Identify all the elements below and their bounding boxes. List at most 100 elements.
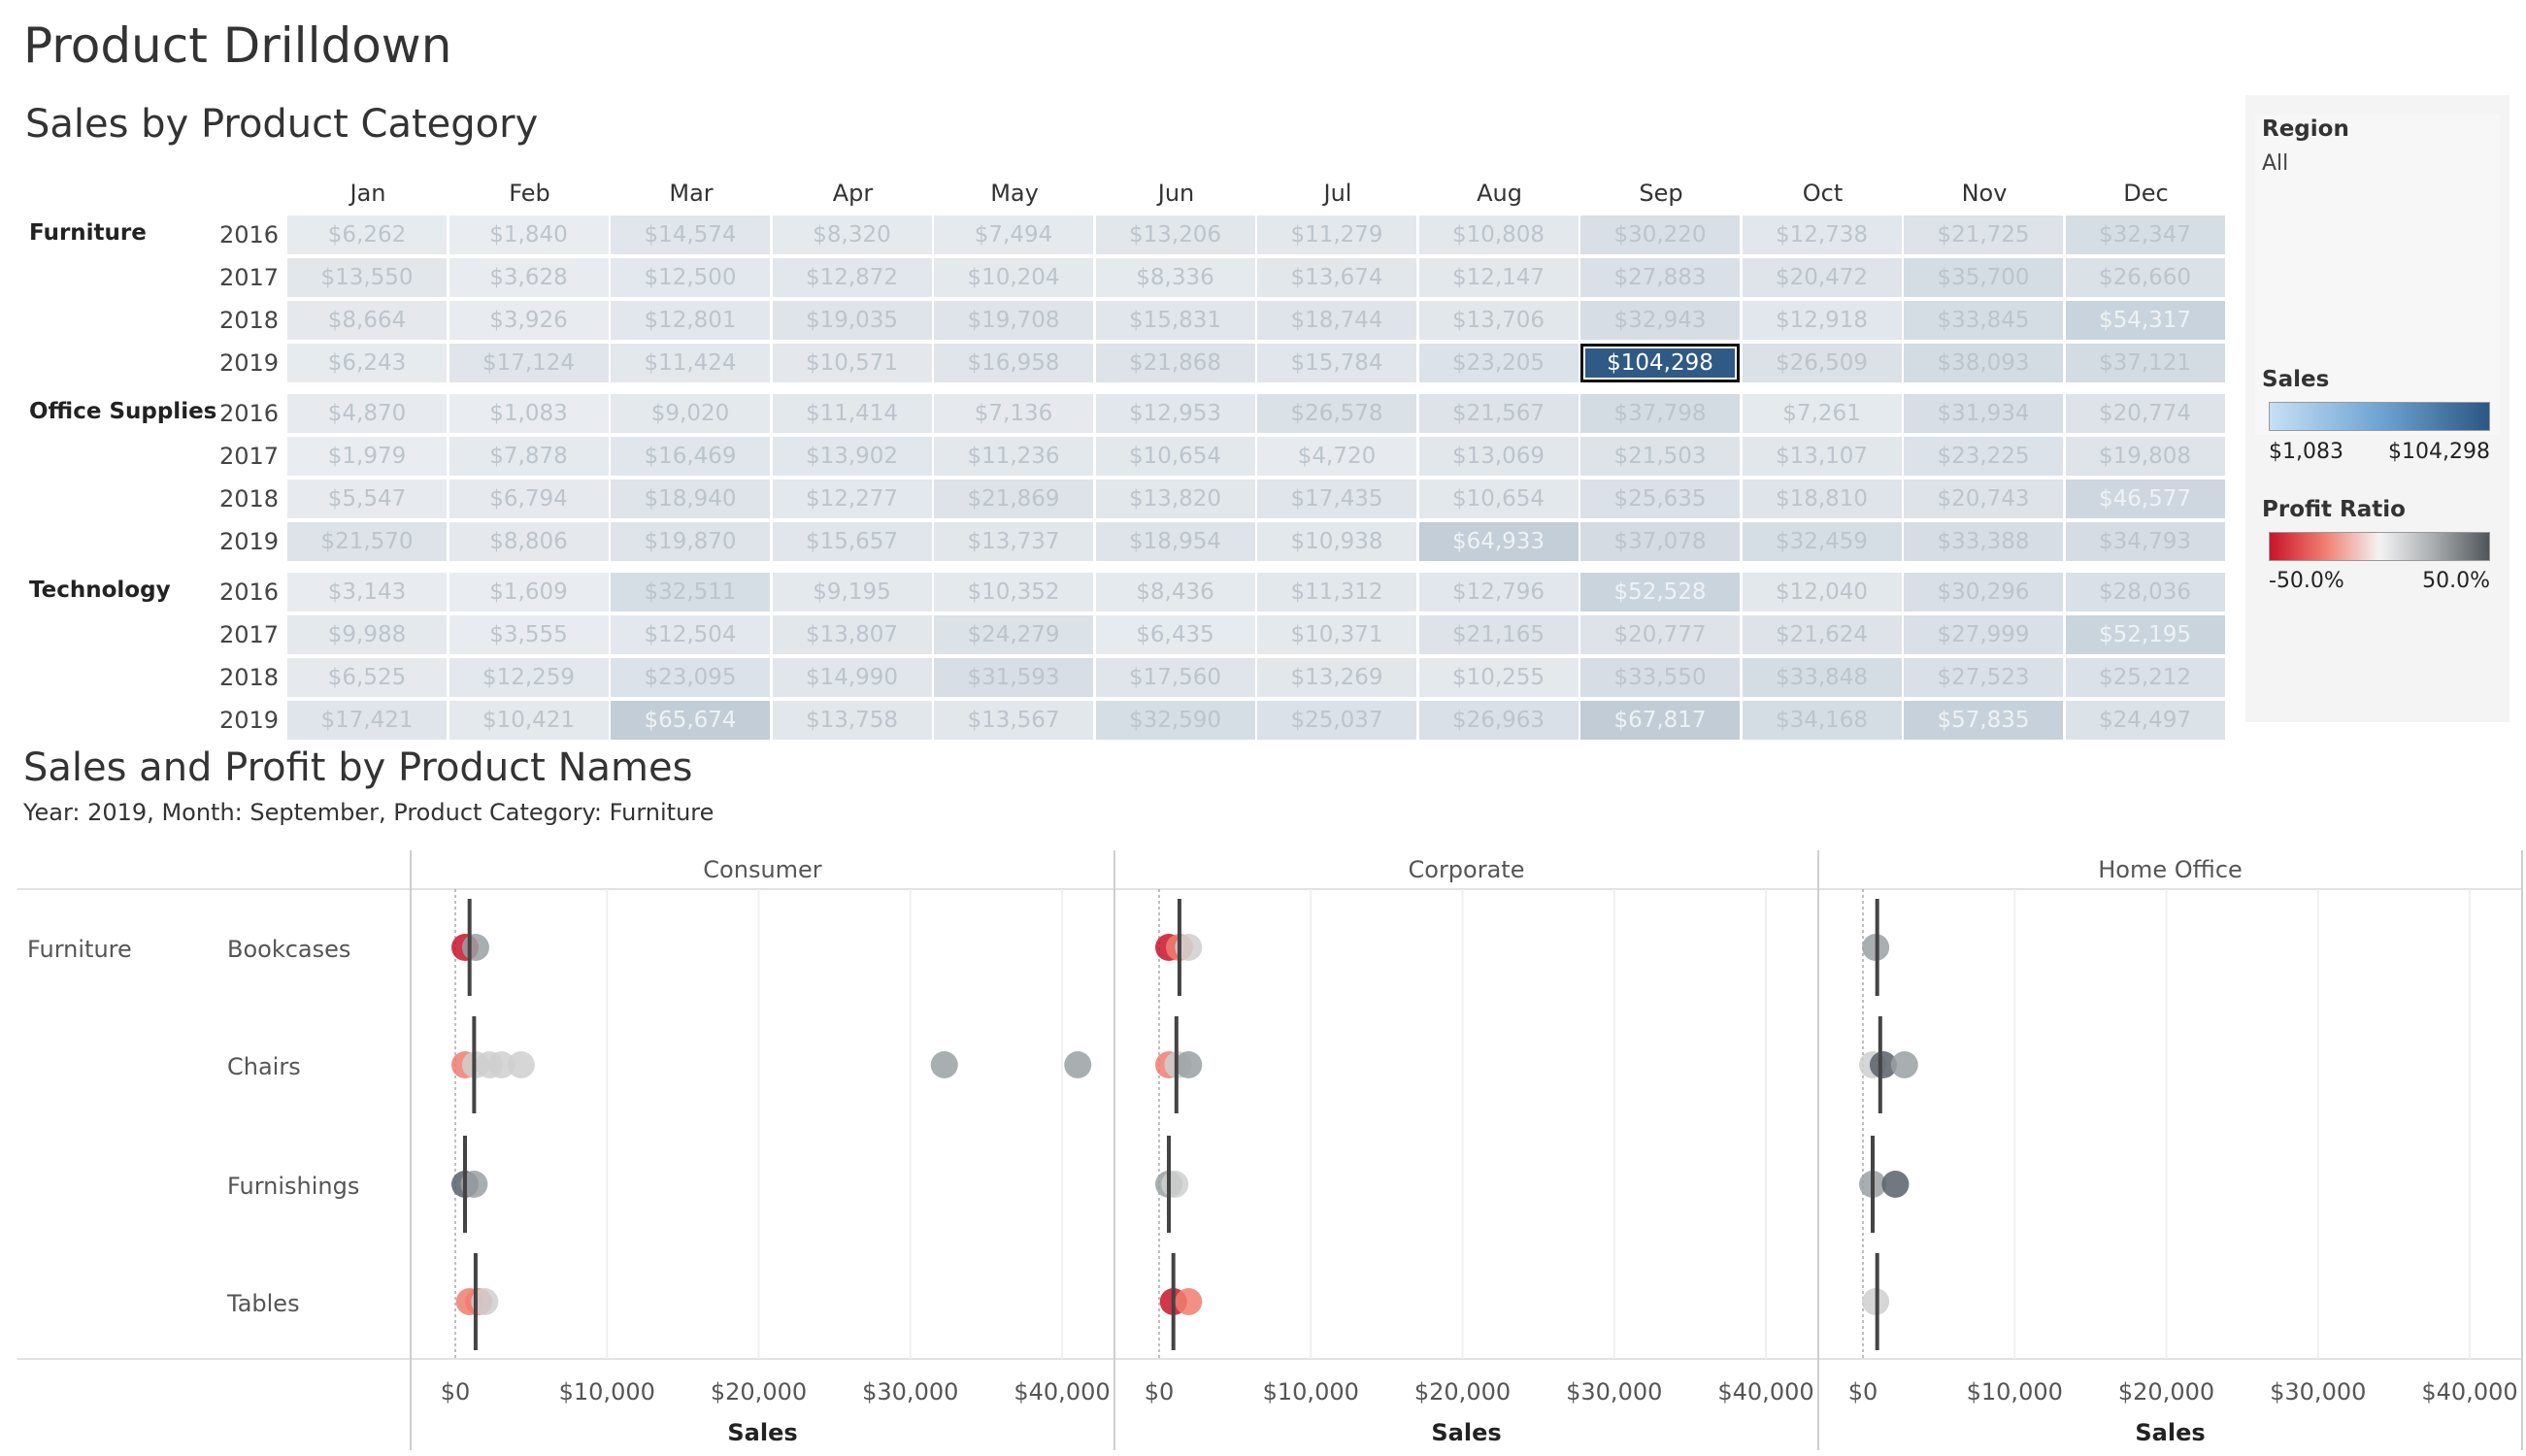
heatmap-cell[interactable]: $19,035 bbox=[772, 301, 932, 340]
heatmap-cell[interactable]: $8,320 bbox=[772, 215, 932, 254]
heatmap-cell[interactable]: $64,933 bbox=[1418, 522, 1579, 561]
heatmap-cell[interactable]: $28,036 bbox=[2065, 573, 2225, 612]
heatmap-cell[interactable]: $10,571 bbox=[772, 344, 932, 382]
heatmap-cell[interactable]: $104,298 bbox=[1580, 344, 1740, 382]
heatmap-cell[interactable]: $4,720 bbox=[1257, 437, 1416, 476]
heatmap-cell[interactable]: $9,020 bbox=[611, 394, 770, 433]
heatmap-cell[interactable]: $52,195 bbox=[2065, 615, 2225, 654]
heatmap-cell[interactable]: $24,279 bbox=[934, 615, 1093, 654]
heatmap-cell[interactable]: $11,414 bbox=[772, 394, 932, 433]
heatmap-cell[interactable]: $1,840 bbox=[449, 215, 609, 254]
heatmap-cell[interactable]: $12,147 bbox=[1418, 258, 1579, 297]
heatmap-cell[interactable]: $6,435 bbox=[1095, 615, 1255, 654]
heatmap-cell[interactable]: $5,547 bbox=[287, 480, 447, 518]
heatmap-cell[interactable]: $15,657 bbox=[772, 522, 932, 561]
heatmap-cell[interactable]: $8,336 bbox=[1095, 258, 1255, 297]
heatmap-cell[interactable]: $13,269 bbox=[1257, 658, 1416, 697]
heatmap-cell[interactable]: $12,040 bbox=[1742, 573, 1902, 612]
heatmap-cell[interactable]: $21,165 bbox=[1418, 615, 1579, 654]
heatmap-cell[interactable]: $13,567 bbox=[934, 701, 1093, 740]
heatmap-cell[interactable]: $33,388 bbox=[1904, 522, 2063, 561]
heatmap-cell[interactable]: $37,121 bbox=[2065, 344, 2225, 382]
heatmap-cell[interactable]: $17,124 bbox=[449, 344, 609, 382]
heatmap-cell[interactable]: $33,845 bbox=[1904, 301, 2063, 340]
heatmap-cell[interactable]: $13,206 bbox=[1095, 215, 1255, 254]
heatmap-cell[interactable]: $9,195 bbox=[772, 573, 932, 612]
heatmap-cell[interactable]: $32,943 bbox=[1580, 301, 1740, 340]
heatmap-cell[interactable]: $13,820 bbox=[1095, 480, 1255, 518]
heatmap-cell[interactable]: $11,236 bbox=[934, 437, 1093, 476]
heatmap-cell[interactable]: $52,528 bbox=[1580, 573, 1740, 612]
heatmap-cell[interactable]: $10,255 bbox=[1418, 658, 1579, 697]
heatmap-cell[interactable]: $6,262 bbox=[287, 215, 447, 254]
heatmap-cell[interactable]: $20,774 bbox=[2065, 394, 2225, 433]
heatmap-cell[interactable]: $25,037 bbox=[1257, 701, 1416, 740]
heatmap-cell[interactable]: $11,279 bbox=[1257, 215, 1416, 254]
heatmap-cell[interactable]: $10,352 bbox=[934, 573, 1093, 612]
heatmap-cell[interactable]: $10,421 bbox=[449, 701, 609, 740]
heatmap-cell[interactable]: $54,317 bbox=[2065, 301, 2225, 340]
heatmap-cell[interactable]: $65,674 bbox=[611, 701, 770, 740]
heatmap-cell[interactable]: $12,801 bbox=[611, 301, 770, 340]
heatmap-cell[interactable]: $21,868 bbox=[1095, 344, 1255, 382]
heatmap-cell[interactable]: $10,654 bbox=[1418, 480, 1579, 518]
heatmap-cell[interactable]: $34,793 bbox=[2065, 522, 2225, 561]
heatmap-cell[interactable]: $16,958 bbox=[934, 344, 1093, 382]
heatmap-cell[interactable]: $12,500 bbox=[611, 258, 770, 297]
heatmap-cell[interactable]: $18,940 bbox=[611, 480, 770, 518]
heatmap-cell[interactable]: $13,807 bbox=[772, 615, 932, 654]
heatmap-cell[interactable]: $31,593 bbox=[934, 658, 1093, 697]
heatmap-cell[interactable]: $1,979 bbox=[287, 437, 447, 476]
heatmap-cell[interactable]: $12,277 bbox=[772, 480, 932, 518]
heatmap-cell[interactable]: $3,555 bbox=[449, 615, 609, 654]
heatmap-cell[interactable]: $21,503 bbox=[1580, 437, 1740, 476]
heatmap-cell[interactable]: $10,654 bbox=[1095, 437, 1255, 476]
region-filter[interactable] bbox=[2255, 115, 2500, 435]
heatmap-cell[interactable]: $12,872 bbox=[772, 258, 932, 297]
heatmap-cell[interactable]: $1,609 bbox=[449, 573, 609, 612]
heatmap-cell[interactable]: $14,990 bbox=[772, 658, 932, 697]
heatmap-cell[interactable]: $32,347 bbox=[2065, 215, 2225, 254]
heatmap-cell[interactable]: $8,806 bbox=[449, 522, 609, 561]
heatmap-cell[interactable]: $9,988 bbox=[287, 615, 447, 654]
heatmap-cell[interactable]: $27,883 bbox=[1580, 258, 1740, 297]
heatmap-cell[interactable]: $8,664 bbox=[287, 301, 447, 340]
heatmap-cell[interactable]: $6,243 bbox=[287, 344, 447, 382]
heatmap-cell[interactable]: $18,744 bbox=[1257, 301, 1416, 340]
heatmap-cell[interactable]: $46,577 bbox=[2065, 480, 2225, 518]
heatmap-cell[interactable]: $18,954 bbox=[1095, 522, 1255, 561]
heatmap-cell[interactable]: $21,869 bbox=[934, 480, 1093, 518]
heatmap-cell[interactable]: $11,424 bbox=[611, 344, 770, 382]
heatmap-cell[interactable]: $8,436 bbox=[1095, 573, 1255, 612]
heatmap-cell[interactable]: $27,523 bbox=[1904, 658, 2063, 697]
heatmap-cell[interactable]: $13,737 bbox=[934, 522, 1093, 561]
heatmap-cell[interactable]: $21,570 bbox=[287, 522, 447, 561]
heatmap-cell[interactable]: $4,870 bbox=[287, 394, 447, 433]
region-filter-value[interactable]: All bbox=[2262, 151, 2289, 176]
heatmap-cell[interactable]: $21,624 bbox=[1742, 615, 1902, 654]
heatmap-cell[interactable]: $32,590 bbox=[1095, 701, 1255, 740]
heatmap-cell[interactable]: $10,204 bbox=[934, 258, 1093, 297]
heatmap-cell[interactable]: $26,509 bbox=[1742, 344, 1902, 382]
heatmap-cell[interactable]: $23,225 bbox=[1904, 437, 2063, 476]
heatmap-cell[interactable]: $13,550 bbox=[287, 258, 447, 297]
heatmap-cell[interactable]: $37,078 bbox=[1580, 522, 1740, 561]
heatmap-cell[interactable]: $3,628 bbox=[449, 258, 609, 297]
heatmap-cell[interactable]: $6,794 bbox=[449, 480, 609, 518]
heatmap-cell[interactable]: $19,870 bbox=[611, 522, 770, 561]
heatmap-cell[interactable]: $23,095 bbox=[611, 658, 770, 697]
heatmap-cell[interactable]: $17,421 bbox=[287, 701, 447, 740]
heatmap-cell[interactable]: $13,758 bbox=[772, 701, 932, 740]
heatmap-cell[interactable]: $37,798 bbox=[1580, 394, 1740, 433]
heatmap-cell[interactable]: $32,511 bbox=[611, 573, 770, 612]
heatmap-cell[interactable]: $20,743 bbox=[1904, 480, 2063, 518]
heatmap-cell[interactable]: $25,212 bbox=[2065, 658, 2225, 697]
heatmap-cell[interactable]: $20,777 bbox=[1580, 615, 1740, 654]
heatmap-cell[interactable]: $17,435 bbox=[1257, 480, 1416, 518]
heatmap-cell[interactable]: $30,296 bbox=[1904, 573, 2063, 612]
heatmap-cell[interactable]: $11,312 bbox=[1257, 573, 1416, 612]
heatmap-cell[interactable]: $13,069 bbox=[1418, 437, 1579, 476]
heatmap-cell[interactable]: $14,574 bbox=[611, 215, 770, 254]
heatmap-cell[interactable]: $19,708 bbox=[934, 301, 1093, 340]
heatmap-cell[interactable]: $12,259 bbox=[449, 658, 609, 697]
